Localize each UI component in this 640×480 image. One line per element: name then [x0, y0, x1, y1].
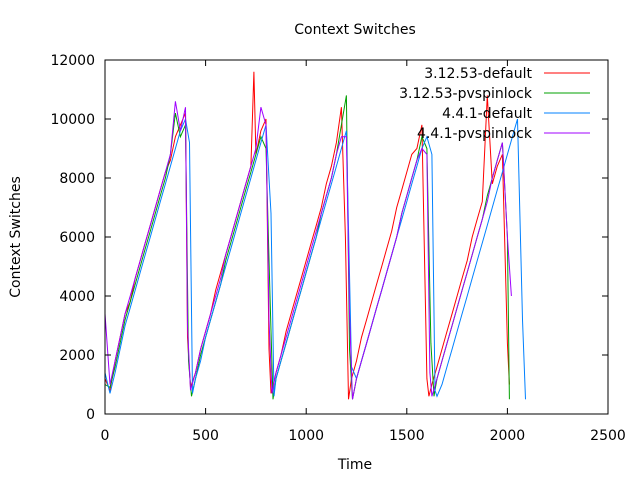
y-tick-label: 12000: [50, 53, 95, 69]
series-layer: [104, 71, 526, 400]
y-tick-label: 0: [86, 407, 95, 423]
x-tick-label: 1000: [288, 428, 324, 444]
x-tick-label: 2000: [490, 428, 526, 444]
y-axis-label: Context Switches: [8, 176, 24, 298]
x-tick-label: 1500: [389, 428, 425, 444]
x-tick-label: 0: [101, 428, 110, 444]
x-tick-label: 500: [192, 428, 219, 444]
legend-label: 4.4.1-default: [442, 106, 532, 122]
series-line-4-4-1-default: [104, 117, 526, 400]
x-tick-label: 2500: [590, 428, 626, 444]
plot-frame: [104, 59, 609, 415]
legend-label: 3.12.53-pvspinlock: [399, 86, 533, 102]
legend-label: 3.12.53-default: [424, 66, 532, 82]
y-tick-label: 10000: [50, 112, 95, 128]
y-tick-label: 6000: [59, 230, 95, 246]
legend: 3.12.53-default 3.12.53-pvspinlock 4.4.1-d…: [399, 66, 590, 142]
legend-label: 4.4.1-pvspinlock: [417, 126, 533, 142]
chart-title: Context Switches: [294, 22, 416, 38]
series-line-4-4-1-pvspinlock: [104, 101, 512, 400]
y-tick-label: 4000: [59, 289, 95, 305]
x-axis-label: Time: [337, 457, 372, 473]
series-line-3-12-53-default: [104, 71, 510, 400]
axis-layer: 0 500 1000 1500 2000 2500 0 2000 4000 6000 8000 100…: [50, 53, 625, 444]
y-tick-label: 8000: [59, 171, 95, 187]
y-tick-label: 2000: [59, 348, 95, 364]
